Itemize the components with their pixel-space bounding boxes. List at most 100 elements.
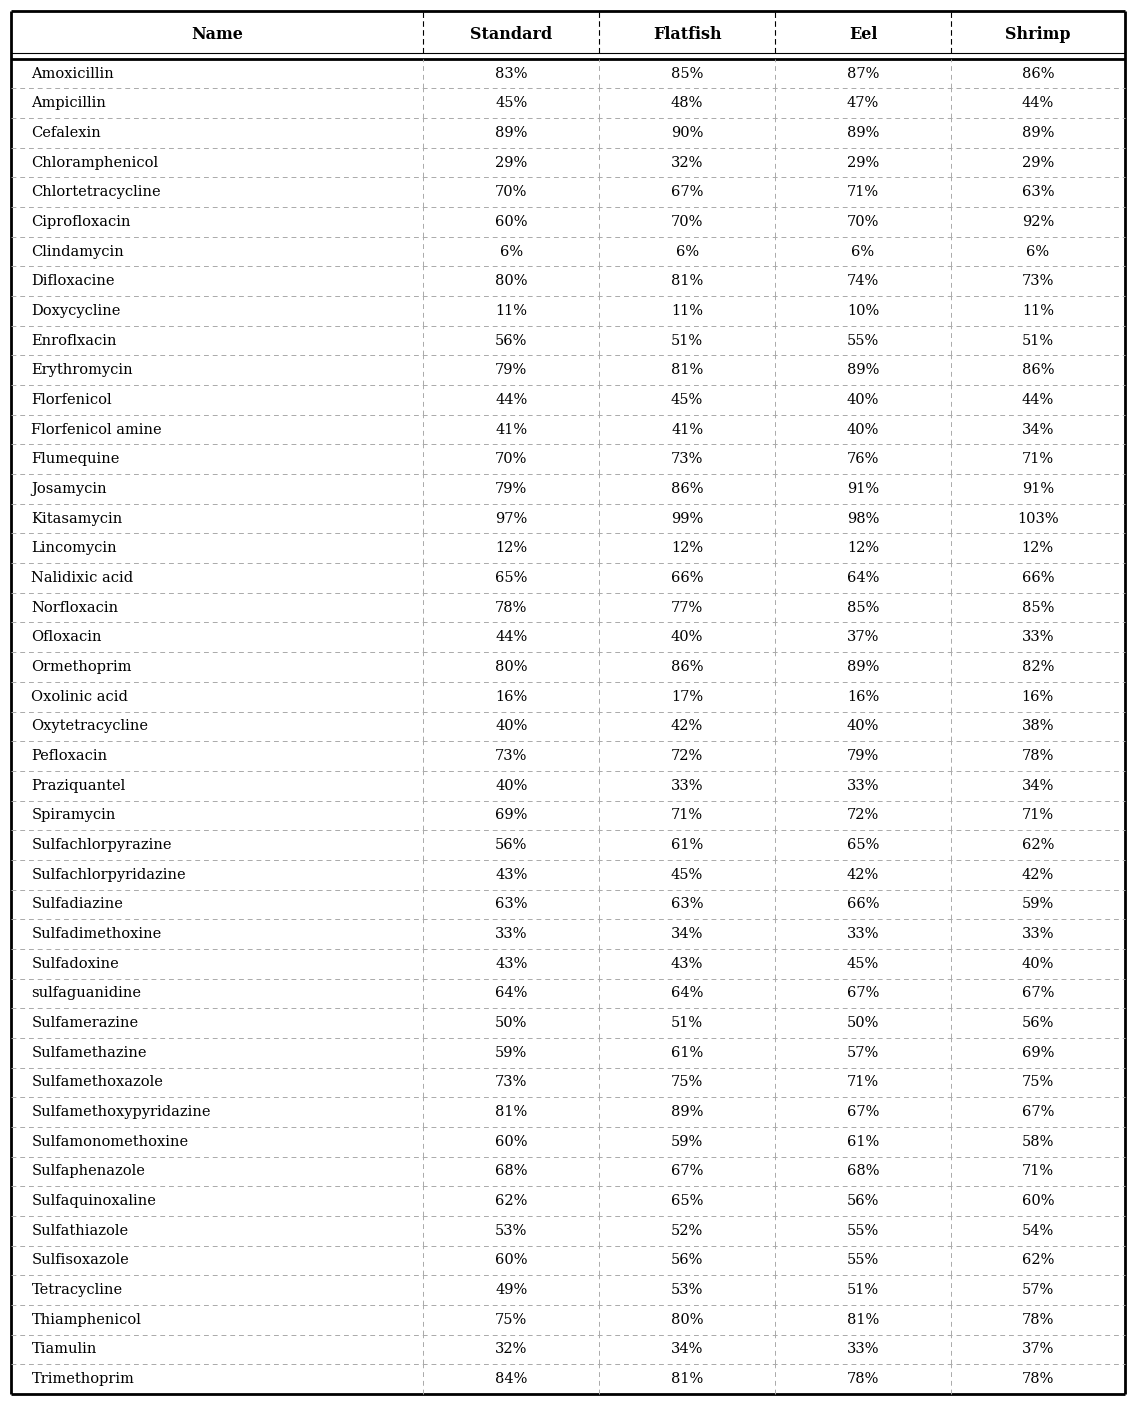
Text: 87%: 87% bbox=[846, 66, 879, 80]
Text: 51%: 51% bbox=[847, 1283, 879, 1297]
Text: 66%: 66% bbox=[1021, 572, 1054, 586]
Text: 86%: 86% bbox=[1021, 363, 1054, 377]
Text: 56%: 56% bbox=[846, 1194, 879, 1208]
Text: 64%: 64% bbox=[846, 572, 879, 586]
Text: 33%: 33% bbox=[495, 927, 527, 941]
Text: 50%: 50% bbox=[495, 1016, 527, 1030]
Text: 6%: 6% bbox=[852, 245, 875, 259]
Text: 103%: 103% bbox=[1017, 511, 1059, 525]
Text: 67%: 67% bbox=[1021, 986, 1054, 1000]
Text: Flumequine: Flumequine bbox=[32, 453, 119, 467]
Text: Sulfadoxine: Sulfadoxine bbox=[32, 957, 119, 971]
Text: 68%: 68% bbox=[846, 1164, 879, 1178]
Text: 85%: 85% bbox=[846, 601, 879, 615]
Text: 49%: 49% bbox=[495, 1283, 527, 1297]
Text: 70%: 70% bbox=[671, 214, 703, 228]
Text: 29%: 29% bbox=[495, 156, 527, 170]
Text: 80%: 80% bbox=[495, 660, 527, 674]
Text: 42%: 42% bbox=[1021, 867, 1054, 881]
Text: 11%: 11% bbox=[1021, 304, 1054, 318]
Text: 6%: 6% bbox=[500, 245, 523, 259]
Text: 43%: 43% bbox=[495, 957, 527, 971]
Text: 57%: 57% bbox=[1021, 1283, 1054, 1297]
Text: 6%: 6% bbox=[676, 245, 699, 259]
Text: Ofloxacin: Ofloxacin bbox=[32, 630, 102, 644]
Text: 65%: 65% bbox=[495, 572, 527, 586]
Text: 51%: 51% bbox=[1021, 333, 1054, 347]
Text: 60%: 60% bbox=[495, 1135, 527, 1149]
Text: 29%: 29% bbox=[1021, 156, 1054, 170]
Text: 89%: 89% bbox=[846, 660, 879, 674]
Text: 54%: 54% bbox=[1021, 1224, 1054, 1238]
Text: Clindamycin: Clindamycin bbox=[32, 245, 124, 259]
Text: 45%: 45% bbox=[495, 97, 527, 111]
Text: 86%: 86% bbox=[671, 482, 703, 496]
Text: 81%: 81% bbox=[847, 1313, 879, 1327]
Text: Flatfish: Flatfish bbox=[653, 27, 721, 43]
Text: 12%: 12% bbox=[847, 541, 879, 555]
Text: 45%: 45% bbox=[671, 867, 703, 881]
Text: 67%: 67% bbox=[846, 1105, 879, 1119]
Text: sulfaguanidine: sulfaguanidine bbox=[32, 986, 141, 1000]
Text: 33%: 33% bbox=[671, 779, 703, 793]
Text: 62%: 62% bbox=[1021, 838, 1054, 852]
Text: Eel: Eel bbox=[849, 27, 877, 43]
Text: Nalidixic acid: Nalidixic acid bbox=[32, 572, 134, 586]
Text: 78%: 78% bbox=[846, 1372, 879, 1386]
Text: 75%: 75% bbox=[1021, 1076, 1054, 1090]
Text: 71%: 71% bbox=[1021, 808, 1054, 822]
Text: Standard: Standard bbox=[470, 27, 552, 43]
Text: Sulfamonomethoxine: Sulfamonomethoxine bbox=[32, 1135, 189, 1149]
Text: 16%: 16% bbox=[495, 689, 527, 703]
Text: Sulfachlorpyrazine: Sulfachlorpyrazine bbox=[32, 838, 172, 852]
Text: 42%: 42% bbox=[847, 867, 879, 881]
Text: 59%: 59% bbox=[671, 1135, 703, 1149]
Text: 58%: 58% bbox=[1021, 1135, 1054, 1149]
Text: 67%: 67% bbox=[1021, 1105, 1054, 1119]
Text: 66%: 66% bbox=[846, 898, 879, 912]
Text: 70%: 70% bbox=[495, 453, 527, 467]
Text: 32%: 32% bbox=[495, 1342, 527, 1356]
Text: 72%: 72% bbox=[671, 750, 703, 764]
Text: 67%: 67% bbox=[671, 185, 703, 199]
Text: Doxycycline: Doxycycline bbox=[32, 304, 120, 318]
Text: 74%: 74% bbox=[847, 275, 879, 289]
Text: 76%: 76% bbox=[846, 453, 879, 467]
Text: Trimethoprim: Trimethoprim bbox=[32, 1372, 134, 1386]
Text: 80%: 80% bbox=[495, 275, 527, 289]
Text: Sulfadiazine: Sulfadiazine bbox=[32, 898, 124, 912]
Text: 16%: 16% bbox=[847, 689, 879, 703]
Text: 73%: 73% bbox=[671, 453, 703, 467]
Text: 71%: 71% bbox=[847, 185, 879, 199]
Text: 98%: 98% bbox=[846, 511, 879, 525]
Text: 63%: 63% bbox=[495, 898, 527, 912]
Text: 16%: 16% bbox=[1021, 689, 1054, 703]
Text: 51%: 51% bbox=[671, 1016, 703, 1030]
Text: 71%: 71% bbox=[671, 808, 703, 822]
Text: 60%: 60% bbox=[1021, 1194, 1054, 1208]
Text: 75%: 75% bbox=[495, 1313, 527, 1327]
Text: 44%: 44% bbox=[495, 630, 527, 644]
Text: 65%: 65% bbox=[846, 838, 879, 852]
Text: 32%: 32% bbox=[671, 156, 703, 170]
Text: 78%: 78% bbox=[495, 601, 527, 615]
Text: Oxolinic acid: Oxolinic acid bbox=[32, 689, 128, 703]
Text: 44%: 44% bbox=[495, 392, 527, 406]
Text: Ampicillin: Ampicillin bbox=[32, 97, 107, 111]
Text: Tiamulin: Tiamulin bbox=[32, 1342, 97, 1356]
Text: 37%: 37% bbox=[846, 630, 879, 644]
Text: 86%: 86% bbox=[1021, 66, 1054, 80]
Text: 85%: 85% bbox=[671, 66, 703, 80]
Text: 71%: 71% bbox=[1021, 1164, 1054, 1178]
Text: Josamycin: Josamycin bbox=[32, 482, 107, 496]
Text: Sulfathiazole: Sulfathiazole bbox=[32, 1224, 128, 1238]
Text: 81%: 81% bbox=[671, 363, 703, 377]
Text: Sulfamethoxypyridazine: Sulfamethoxypyridazine bbox=[32, 1105, 211, 1119]
Text: 44%: 44% bbox=[1021, 97, 1054, 111]
Text: Praziquantel: Praziquantel bbox=[32, 779, 126, 793]
Text: 62%: 62% bbox=[495, 1194, 527, 1208]
Text: Enroflxacin: Enroflxacin bbox=[32, 333, 117, 347]
Text: 56%: 56% bbox=[495, 838, 527, 852]
Text: 79%: 79% bbox=[495, 363, 527, 377]
Text: 44%: 44% bbox=[1021, 392, 1054, 406]
